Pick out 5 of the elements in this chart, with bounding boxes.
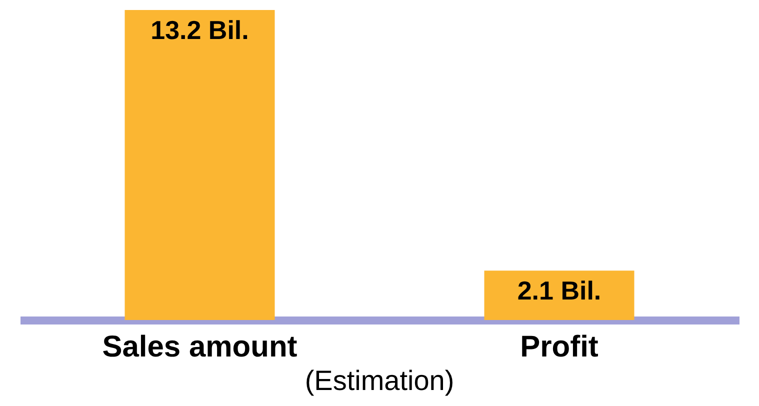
x-tick-label: Profit (520, 330, 598, 364)
data-label: 13.2 Bil. (150, 15, 249, 45)
x-tick-label: Sales amount (102, 330, 298, 364)
text: (Estimation) (304, 365, 454, 396)
data-label: 2.1 Bil. (517, 276, 602, 306)
